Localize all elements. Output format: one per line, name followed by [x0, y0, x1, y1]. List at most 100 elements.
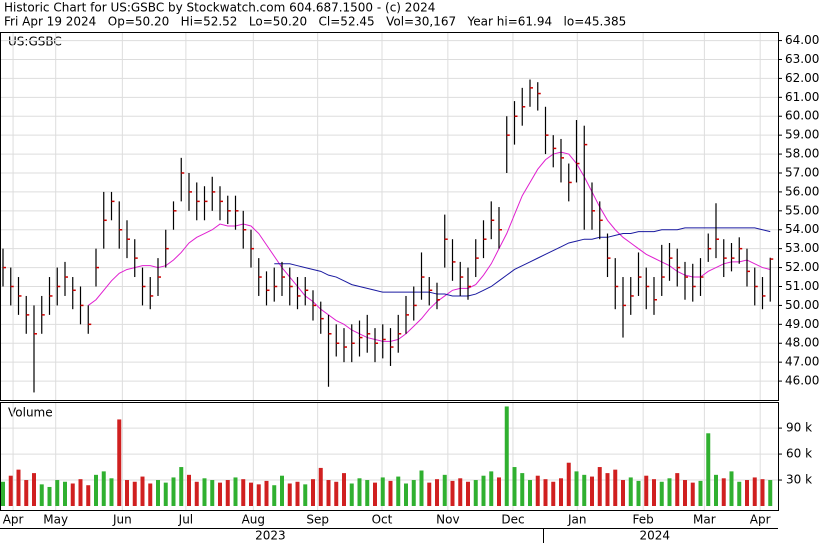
volume-bar [396, 476, 401, 506]
volume-tick-label: 90 k [786, 421, 812, 435]
volume-bar [675, 473, 680, 506]
y-tick-label: 58.00 [785, 147, 819, 161]
volume-bar [768, 480, 773, 506]
volume-bar [458, 478, 463, 506]
volume-bar [365, 480, 370, 506]
volume-bar [241, 479, 246, 506]
y-tick-label: 51.00 [785, 279, 819, 293]
volume-bar [272, 485, 277, 506]
y-tick-label: 46.00 [785, 374, 819, 388]
volume-bar [543, 479, 548, 506]
x-tick-label: May [43, 513, 68, 527]
volume-bar [551, 481, 556, 506]
volume-bar [326, 480, 331, 506]
y-tick-label: 59.00 [785, 128, 819, 142]
volume-bar [605, 473, 610, 506]
volume-bar [442, 474, 447, 506]
volume-bar [373, 482, 377, 506]
volume-bar [752, 477, 757, 506]
volume-bar [202, 478, 207, 506]
volume-bar [163, 482, 168, 506]
volume-bar [187, 474, 191, 506]
y-tick-label: 50.00 [785, 298, 819, 312]
x-tick-label: Apr [3, 513, 24, 527]
y-tick-label: 56.00 [785, 184, 819, 198]
volume-bar [171, 477, 176, 506]
volume-bar [698, 480, 703, 506]
y-tick-label: 54.00 [785, 222, 819, 236]
volume-bar [590, 476, 594, 506]
volume-bar [489, 471, 494, 506]
y-tick-label: 47.00 [785, 355, 819, 369]
volume-bar [737, 481, 742, 506]
volume-bar [528, 480, 532, 506]
volume-bar [566, 462, 571, 506]
volume-bar [78, 479, 83, 506]
volume-bar [94, 474, 98, 506]
volume-bar [194, 481, 199, 506]
volume-bar [101, 471, 106, 506]
volume-bar [520, 473, 525, 506]
volume-bar [659, 481, 664, 506]
volume-panel [0, 402, 779, 511]
price-panel [0, 32, 779, 401]
volume-bar [636, 480, 641, 506]
x-tick-label: Dec [501, 513, 524, 527]
volume-bar [218, 482, 222, 506]
volume-bar [109, 478, 114, 506]
volume-bar [303, 484, 308, 506]
x-tick-label: Oct [372, 513, 393, 527]
volume-bar [8, 475, 13, 506]
volume-bar [16, 469, 21, 506]
x-tick-label: Jul [178, 513, 193, 527]
volume-bar [388, 480, 393, 506]
moving-average [274, 227, 771, 297]
volume-bar [683, 480, 687, 506]
volume-bar [380, 477, 385, 506]
volume-bar [427, 482, 432, 506]
volume-bar [419, 470, 424, 506]
volume-bar [450, 480, 455, 506]
x-tick-label: Apr [750, 513, 771, 527]
volume-bar [32, 473, 36, 506]
volume-bar [86, 485, 91, 506]
y-tick-label: 63.00 [785, 52, 819, 66]
volume-bar [1, 481, 5, 506]
volume-bar [132, 481, 137, 506]
volume-bar [117, 419, 122, 506]
y-tick-label: 61.00 [785, 90, 819, 104]
chart-title: Historic Chart for US:GSBC by Stockwatch… [4, 1, 435, 15]
volume-bar [435, 479, 439, 506]
y-tick-label: 52.00 [785, 260, 819, 274]
year-label: 2024 [640, 529, 671, 543]
volume-tick-label: 60 k [786, 447, 812, 461]
volume-bar [55, 480, 60, 506]
y-tick-label: 60.00 [785, 109, 819, 123]
volume-bar [411, 480, 416, 506]
y-tick-label: 57.00 [785, 165, 819, 179]
x-tick-label: Feb [633, 513, 654, 527]
x-tick-label: Mar [693, 513, 716, 527]
volume-bar [125, 480, 129, 506]
volume-bar [233, 477, 238, 506]
volume-bar [334, 481, 339, 506]
volume-bar [256, 484, 261, 506]
volume-bar [47, 486, 52, 506]
volume-bar [613, 469, 618, 506]
x-tick-label: Sep [306, 513, 329, 527]
y-tick-label: 53.00 [785, 241, 819, 255]
volume-bar [621, 480, 625, 506]
x-tick-label: Jan [567, 513, 587, 527]
symbol-label: US:GSBC [8, 35, 62, 49]
volume-bar [481, 475, 486, 506]
volume-bar [225, 480, 230, 506]
volume-label: Volume [8, 406, 53, 420]
y-tick-label: 62.00 [785, 71, 819, 85]
x-tick-label: Jun [112, 513, 132, 527]
volume-bar [287, 483, 292, 506]
volume-bar [349, 483, 354, 506]
volume-bar [504, 406, 509, 506]
volume-bar [357, 478, 362, 506]
moving-average [87, 151, 771, 342]
